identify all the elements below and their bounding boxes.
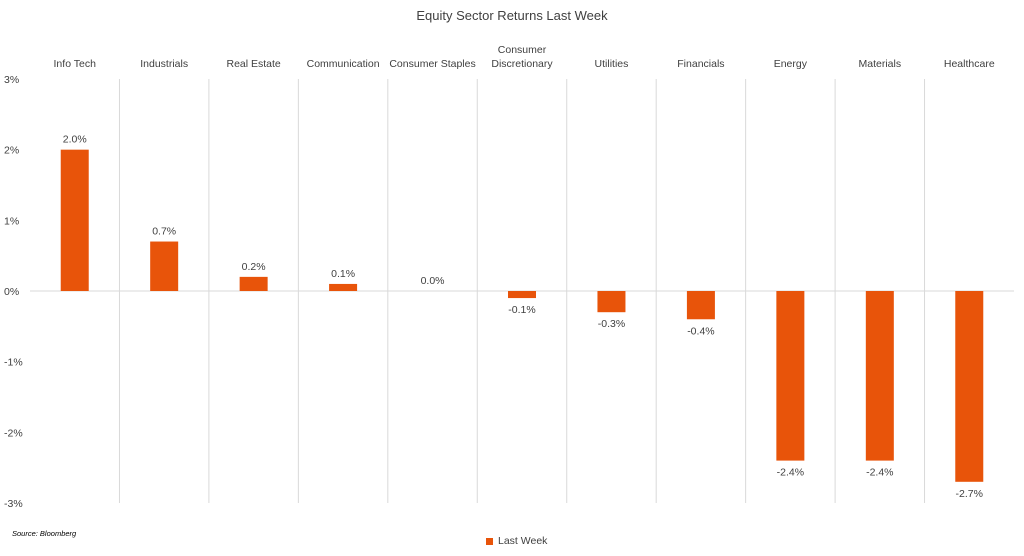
data-label: -2.4% [777, 467, 804, 479]
category-label: Financials [677, 58, 724, 70]
source-note: Source: Bloomberg [12, 529, 77, 538]
bars [60, 149, 984, 482]
bar [60, 149, 89, 291]
data-label: -0.1% [508, 304, 535, 316]
category-label: Energy [774, 58, 808, 70]
legend-swatch [486, 537, 493, 545]
bar [955, 291, 984, 482]
data-label: -2.7% [956, 488, 983, 500]
y-tick-label: 1% [4, 215, 19, 227]
y-tick-label: -1% [4, 357, 23, 369]
data-label: -2.4% [866, 467, 893, 479]
category-label: Info Tech [54, 58, 97, 70]
bar [150, 241, 179, 291]
category-label: Consumer Discretionary [491, 44, 553, 70]
chart-title: Equity Sector Returns Last Week [416, 8, 608, 23]
category-labels: Info Tech Industrials Real Estate Communica… [54, 44, 995, 70]
y-tick-label: 2% [4, 145, 19, 157]
grid-lines [30, 79, 1014, 503]
data-label: 0.2% [242, 261, 266, 273]
bar [865, 291, 894, 461]
data-label: -0.3% [598, 318, 625, 330]
category-label: Communication [307, 58, 380, 70]
y-axis: 3% 2% 1% 0% -1% -2% -3% [4, 74, 23, 510]
y-tick-label: -3% [4, 498, 23, 510]
bar [239, 276, 268, 291]
data-label: 0.0% [421, 275, 445, 287]
category-label: Materials [859, 58, 902, 70]
legend: Last Week [486, 535, 547, 547]
category-label: Industrials [140, 58, 188, 70]
bar [686, 291, 715, 320]
legend-label: Last Week [498, 535, 548, 547]
category-label: Healthcare [944, 58, 995, 70]
category-label: Utilities [595, 58, 629, 70]
bar [776, 291, 805, 461]
bar [508, 291, 536, 299]
data-labels: 2.0% 0.7% 0.2% 0.1% 0.0% -0.1% -0.3% -0.4% -2.4%… [63, 134, 983, 500]
bar [597, 291, 626, 313]
data-label: 2.0% [63, 134, 87, 146]
data-label: -0.4% [687, 325, 714, 337]
y-tick-label: -2% [4, 427, 23, 439]
y-tick-label: 0% [4, 286, 19, 298]
y-tick-label: 3% [4, 74, 19, 86]
data-label: 0.7% [152, 226, 176, 238]
data-label: 0.1% [331, 268, 355, 280]
category-label: Real Estate [226, 58, 280, 70]
bar [329, 283, 358, 291]
category-label: Consumer Staples [389, 58, 475, 70]
